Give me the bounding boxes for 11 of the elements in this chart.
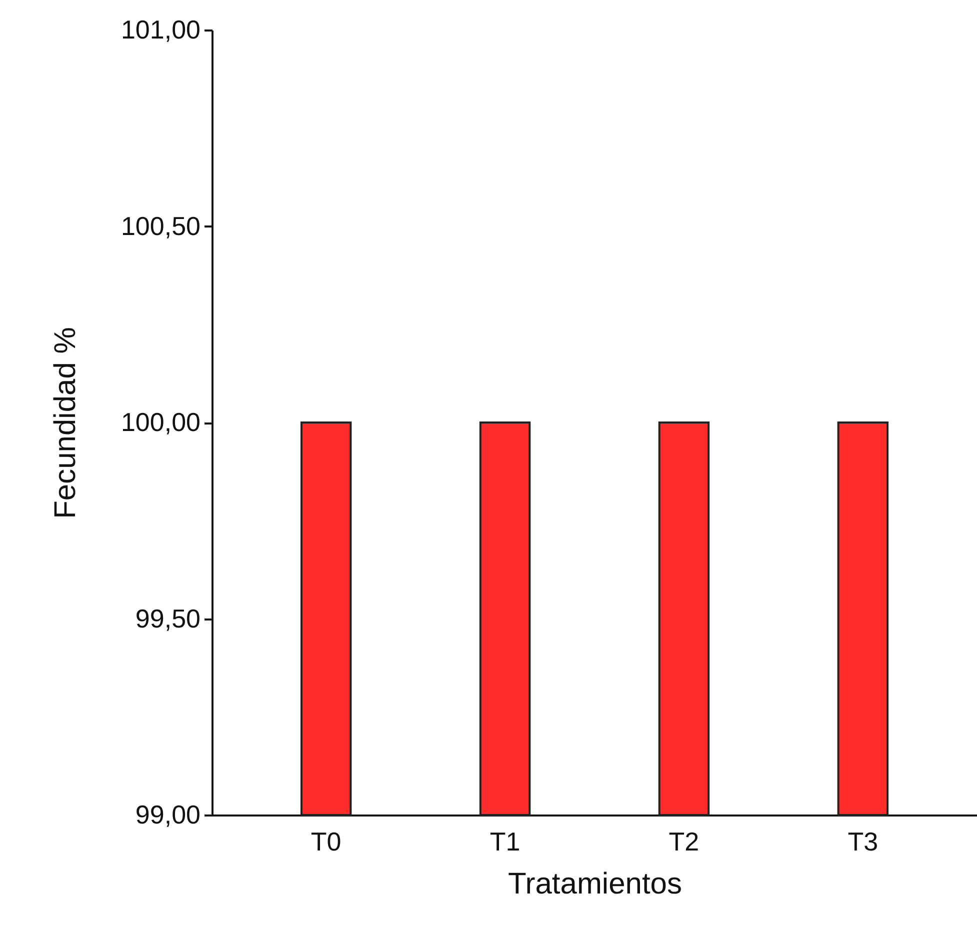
y-tick-label: 99,50	[135, 603, 200, 634]
y-tick-label: 101,00	[120, 14, 200, 44]
x-tick-label: T3	[848, 826, 878, 856]
x-tick-label: T0	[310, 826, 342, 856]
x-tick-label: T1	[490, 826, 520, 856]
x-axis-title: Tratamientos	[508, 868, 682, 900]
y-tick-label: 100,00	[120, 407, 200, 437]
x-tick-label: T2	[668, 826, 700, 856]
y-axis-title: Fecundidad %	[48, 327, 82, 519]
y-tick-label: 100,50	[120, 210, 200, 241]
y-tick-label: 99,00	[135, 800, 200, 830]
